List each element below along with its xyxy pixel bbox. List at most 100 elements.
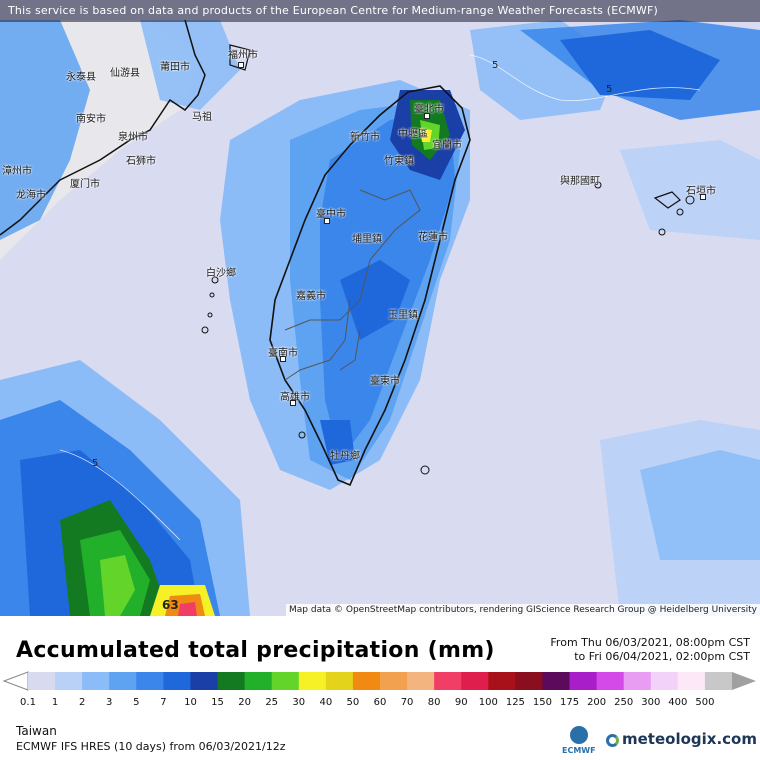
city-label: 漳州市 — [2, 166, 32, 177]
city-marker — [700, 194, 706, 200]
colorbar-tick-label: 20 — [238, 697, 251, 708]
colorbar-tick-label: 2 — [78, 697, 86, 708]
colorbar-swatch — [515, 672, 543, 690]
colorbar-swatch — [569, 672, 598, 690]
colorbar-tick-label: 25 — [265, 697, 279, 708]
city-label: 石狮市 — [126, 156, 156, 167]
colorbar-tick-label: 1 — [51, 697, 59, 708]
colorbar-swatch — [190, 672, 219, 690]
meteologix-logo-text: meteologix.com — [622, 730, 757, 748]
city-label: 臺北市 — [414, 104, 444, 115]
ecmwf-logo-text: ECMWF — [562, 746, 596, 755]
city-label: 龙海市 — [16, 190, 46, 201]
colorbar-swatch — [136, 672, 164, 690]
colorbar-swatch — [461, 672, 489, 690]
colorbar-swatch — [434, 672, 462, 690]
meteologix-icon — [606, 734, 619, 747]
map-canvas — [0, 0, 760, 616]
colorbar-swatch — [380, 672, 408, 690]
valid-time-range: From Thu 06/03/2021, 08:00pm CST to Fri … — [550, 636, 750, 664]
city-label: 埔里鎮 — [352, 234, 382, 245]
colorbar-tick-label: 250 — [614, 697, 634, 708]
city-label: 花蓮市 — [418, 232, 448, 243]
colorbar-labels: 0.1 1 2 3 5 7 10 15 20 25 30 40 50 60 70 80 90 100 125 150 1… — [0, 697, 760, 711]
colorbar-swatch — [217, 672, 246, 690]
city-marker — [424, 113, 430, 119]
colorbar-tick-label: 60 — [373, 697, 387, 708]
ecmwf-icon — [570, 726, 588, 744]
city-label: 與那國町 — [560, 176, 600, 187]
city-marker — [290, 400, 296, 406]
colorbar-tick-label: 400 — [668, 697, 688, 708]
city-label: 仙游县 — [110, 68, 140, 79]
colorbar-tick-label: 30 — [292, 697, 306, 708]
colorbar-tick-label: 150 — [532, 697, 552, 708]
colorbar-swatch — [407, 672, 435, 690]
city-label: 臺東市 — [370, 376, 400, 387]
ecmwf-logo[interactable]: ECMWF — [562, 726, 598, 756]
contour-value: 5 — [606, 84, 613, 95]
map-attribution[interactable]: Map data © OpenStreetMap contributors, r… — [286, 604, 760, 616]
valid-to: to Fri 06/04/2021, 02:00pm CST — [574, 650, 750, 663]
colorbar — [2, 671, 756, 691]
city-label: 永泰县 — [66, 72, 96, 83]
city-label: 玉里鎮 — [388, 310, 418, 321]
colorbar-tick-label: 3 — [106, 697, 113, 708]
colorbar-swatch — [542, 672, 571, 690]
region-label: Taiwan — [16, 724, 57, 738]
city-label: 莆田市 — [160, 62, 190, 73]
colorbar-swatch — [650, 672, 679, 690]
colorbar-tick-label: 175 — [559, 697, 580, 708]
contour-value: 5 — [492, 60, 499, 71]
city-label: 臺南市 — [268, 348, 298, 359]
city-label: 嘉義市 — [296, 291, 326, 302]
colorbar-tick-label: 100 — [478, 697, 498, 708]
colorbar-tick-label: 40 — [319, 697, 333, 708]
contour-value: 5 — [92, 458, 99, 469]
valid-from: From Thu 06/03/2021, 08:00pm CST — [550, 636, 750, 649]
colorbar-tick-label: 70 — [400, 697, 414, 708]
colorbar-min-arrow — [2, 671, 29, 691]
city-label: 福州市 — [228, 50, 258, 61]
colorbar-tick-label: 15 — [211, 697, 224, 708]
chart-title: Accumulated total precipitation (mm) — [16, 638, 495, 663]
ecmwf-banner: This service is based on data and produc… — [0, 0, 760, 22]
city-label: 石垣市 — [686, 186, 716, 197]
colorbar-tick-label: 200 — [587, 697, 607, 708]
city-marker — [324, 218, 330, 224]
city-label: 新竹市 — [350, 132, 380, 143]
colorbar-tick-label: 5 — [133, 697, 140, 708]
city-label: 中壢區 — [398, 129, 428, 140]
city-label: 高雄市 — [280, 392, 310, 403]
city-label: 马祖 — [192, 112, 212, 123]
colorbar-swatch — [82, 672, 110, 690]
city-label: 白沙鄉 — [206, 268, 236, 279]
colorbar-tick-label: 7 — [160, 697, 167, 708]
colorbar-swatch — [28, 672, 56, 690]
colorbar-tick-label: 300 — [641, 697, 661, 708]
colorbar-tick-label: 10 — [184, 697, 197, 708]
colorbar-tick-label: 125 — [505, 697, 525, 708]
colorbar-swatch — [704, 672, 733, 690]
colorbar-tick-label: 0.1 — [20, 697, 36, 708]
colorbar-swatch — [325, 672, 354, 690]
colorbar-tick-label: 80 — [427, 697, 441, 708]
colorbar-swatch — [163, 672, 191, 690]
max-value-label: 63 — [162, 598, 179, 612]
colorbar-tick-label: 500 — [695, 697, 715, 708]
colorbar-swatch — [677, 672, 706, 690]
colorbar-swatch — [55, 672, 83, 690]
colorbar-tick-label: 50 — [346, 697, 360, 708]
city-marker — [280, 356, 286, 362]
colorbar-swatch — [298, 672, 327, 690]
colorbar-swatch — [596, 672, 625, 690]
city-label: 臺中市 — [316, 209, 346, 220]
colorbar-swatch — [352, 672, 381, 690]
meteologix-logo[interactable]: meteologix.com — [606, 730, 757, 748]
city-label: 牡丹鄉 — [330, 451, 360, 462]
colorbar-swatch — [109, 672, 137, 690]
precipitation-map[interactable]: This service is based on data and produc… — [0, 0, 760, 616]
city-label: 泉州市 — [118, 132, 148, 143]
model-info: ECMWF IFS HRES (10 days) from 06/03/2021… — [16, 740, 286, 753]
colorbar-tick-label: 90 — [454, 697, 468, 708]
